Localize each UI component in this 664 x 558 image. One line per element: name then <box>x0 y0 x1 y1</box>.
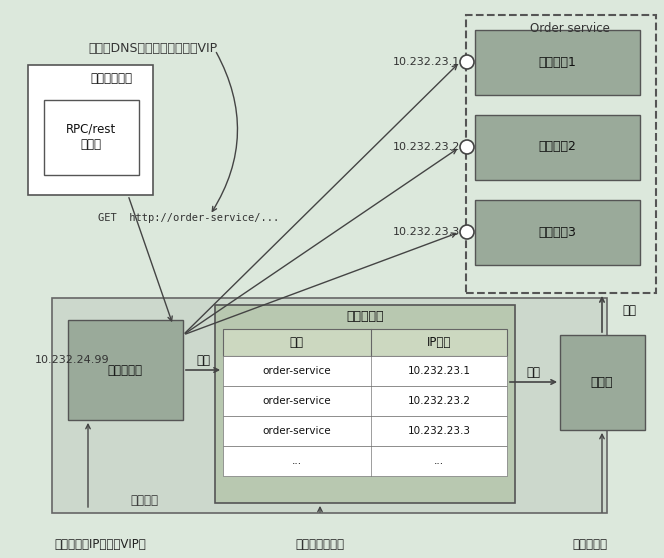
FancyArrowPatch shape <box>318 507 322 512</box>
FancyArrowPatch shape <box>600 297 604 332</box>
Circle shape <box>460 225 474 239</box>
Text: 服务端服务发现: 服务端服务发现 <box>295 538 345 551</box>
Text: IP地址: IP地址 <box>427 335 451 349</box>
Text: ...: ... <box>434 456 444 466</box>
Text: 10.232.23.3: 10.232.23.3 <box>407 426 470 436</box>
Bar <box>223 446 507 476</box>
Bar <box>223 416 507 446</box>
FancyArrowPatch shape <box>600 434 604 512</box>
Text: 服务注册表: 服务注册表 <box>346 310 384 324</box>
Text: GET  http://order-service/...: GET http://order-service/... <box>98 213 280 223</box>
Text: ...: ... <box>291 456 302 466</box>
Text: 10.232.23.3: 10.232.23.3 <box>392 227 460 237</box>
FancyArrowPatch shape <box>186 368 218 372</box>
Text: order-service: order-service <box>262 426 331 436</box>
Text: 第三方注册: 第三方注册 <box>572 538 608 551</box>
Bar <box>466 15 656 293</box>
Bar <box>223 329 507 356</box>
Text: 服务实例3: 服务实例3 <box>538 225 576 238</box>
Text: 10.232.23.2: 10.232.23.2 <box>407 396 470 406</box>
Bar <box>68 320 183 420</box>
Circle shape <box>460 55 474 69</box>
FancyArrowPatch shape <box>185 150 456 334</box>
Text: 服务: 服务 <box>290 335 304 349</box>
FancyArrowPatch shape <box>185 65 457 333</box>
FancyArrowPatch shape <box>212 52 238 211</box>
Text: 10.232.23.1: 10.232.23.1 <box>392 57 460 67</box>
Text: Order service: Order service <box>530 22 610 35</box>
FancyArrowPatch shape <box>510 380 555 384</box>
Text: 10.232.23.2: 10.232.23.2 <box>392 142 460 152</box>
Bar <box>475 200 640 265</box>
Text: 观察: 观察 <box>622 304 636 316</box>
Bar <box>28 65 153 195</box>
Text: 服务实例1: 服务实例1 <box>538 55 576 69</box>
Bar <box>44 100 139 175</box>
Text: order-service: order-service <box>262 366 331 376</box>
Text: 部署平台: 部署平台 <box>130 493 158 507</box>
Text: 注册器: 注册器 <box>591 376 614 388</box>
Bar <box>475 115 640 180</box>
Bar <box>215 305 515 503</box>
Text: 10.232.24.99: 10.232.24.99 <box>35 355 110 365</box>
Bar <box>560 335 645 430</box>
Text: 平台路由器: 平台路由器 <box>108 363 143 377</box>
Text: RPC/rest
客户端: RPC/rest 客户端 <box>66 123 116 151</box>
Bar <box>223 386 507 416</box>
Text: 查询: 查询 <box>196 354 210 368</box>
Bar <box>52 298 607 513</box>
Text: 服务的DNS名称解析为服务的VIP: 服务的DNS名称解析为服务的VIP <box>88 42 217 55</box>
Text: order-service: order-service <box>262 396 331 406</box>
Text: 10.232.23.1: 10.232.23.1 <box>407 366 470 376</box>
Bar <box>475 30 640 95</box>
FancyArrowPatch shape <box>86 424 90 507</box>
Bar <box>223 356 507 386</box>
FancyArrowPatch shape <box>186 233 456 334</box>
Text: 服务实例2: 服务实例2 <box>538 141 576 153</box>
Text: 更新: 更新 <box>526 367 540 379</box>
Text: 服务的虚拟IP地址（VIP）: 服务的虚拟IP地址（VIP） <box>54 538 146 551</box>
Circle shape <box>460 140 474 154</box>
FancyArrowPatch shape <box>129 198 172 321</box>
Text: 服务的客户端: 服务的客户端 <box>90 72 132 85</box>
